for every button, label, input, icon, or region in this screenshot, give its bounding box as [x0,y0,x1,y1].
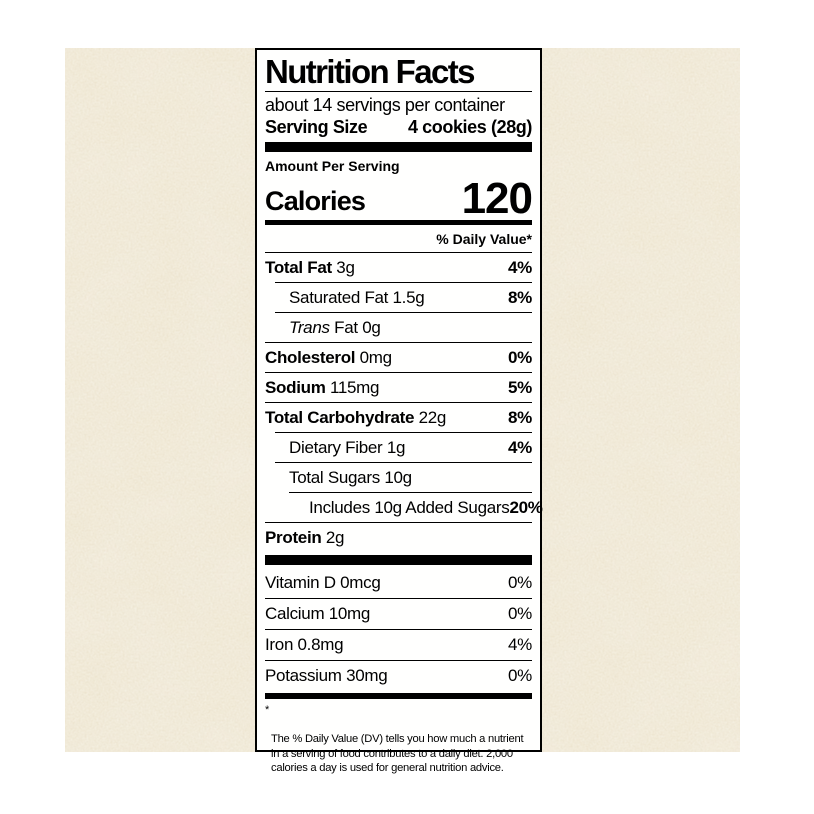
nutrient-name: Dietary Fiber 1g [289,437,406,457]
nutrient-row: Saturated Fat 1.5g 8% [265,283,532,312]
vitamin-name: Potassium 30mg [265,666,388,685]
separator-rule [265,342,532,343]
calories-row: Calories 120 [265,174,533,223]
vitamin-name: Vitamin D 0mcg [265,573,381,592]
divider-bar-small [265,693,532,699]
separator-rule [265,522,532,523]
nutrient-daily-value: 0% [508,347,532,367]
serving-size-label: Serving Size [265,117,368,137]
servings-per-container: about 14 servings per container [265,95,505,115]
vitamin-daily-value: 0% [508,666,532,685]
nutrient-row: Total Fat 3g 4% [265,253,532,282]
divider-bar-thick [265,142,532,152]
vitamin-rows: Vitamin D 0mcg 0% Calcium 10mg 0% Iron 0.8mg… [265,568,532,691]
nutrient-row: Total Carbohydrate 22g 8% [265,403,532,432]
vitamin-row: Iron 0.8mg 4% [265,630,532,660]
separator-rule [265,660,532,661]
calories-label: Calories [265,186,366,216]
separator-rule [265,372,532,373]
separator-rule [289,492,532,493]
nutrient-row: Protein 2g [265,523,532,552]
amount-per-serving-label: Amount Per Serving [265,158,400,174]
vitamin-row: Vitamin D 0mcg 0% [265,568,532,598]
nutrient-row: Total Sugars 10g [265,463,532,492]
divider-bar-medium [265,220,532,225]
vitamin-row: Potassium 30mg 0% [265,661,532,691]
footnote-text: The % Daily Value (DV) tells you how muc… [271,733,524,775]
nutrient-daily-value: 4% [508,257,532,277]
separator-rule [275,282,532,283]
separator-rule [275,312,532,313]
nutrient-name: Protein 2g [265,527,345,547]
nutrient-row: Trans Fat 0g [265,313,532,342]
nutrient-daily-value: 4% [508,437,532,457]
separator-rule [265,598,532,599]
daily-value-header: % Daily Value* [436,231,532,247]
nutrient-name: Sodium 115mg [265,377,380,397]
serving-size-value: 4 cookies (28g) [407,117,532,137]
vitamin-daily-value: 4% [508,635,532,654]
nutrient-name: Saturated Fat 1.5g [289,287,425,307]
separator-rule [265,252,532,253]
serving-size-row: Serving Size 4 cookies (28g) [265,116,532,139]
nutrient-daily-value: 20% [509,497,543,517]
nutrient-name: Total Sugars 10g [289,467,412,487]
vitamin-daily-value: 0% [508,604,532,623]
nutrient-row: Dietary Fiber 1g 4% [265,433,532,462]
footnote-asterisk: * [265,704,270,716]
nutrient-daily-value: 8% [508,407,532,427]
vitamin-name: Iron 0.8mg [265,635,344,654]
separator-rule [275,432,532,433]
footnote: * The % Daily Value (DV) tells you how m… [265,703,532,776]
vitamin-row: Calcium 10mg 0% [265,599,532,629]
nutrient-name: Includes 10g Added Sugars [309,497,510,517]
nutrient-name: Cholesterol 0mg [265,347,392,367]
calories-value: 120 [461,174,533,223]
nutrient-rows: Total Fat 3g 4% Saturated Fat 1.5g 8% Trans … [265,252,543,552]
nutrient-daily-value: 8% [508,287,532,307]
separator-rule [265,402,532,403]
vitamin-daily-value: 0% [508,573,532,592]
nutrient-row: Includes 10g Added Sugars 20% [265,493,543,522]
nutrient-name: Total Fat 3g [265,257,355,277]
label-title: Nutrition Facts [265,53,475,90]
nutrient-row: Cholesterol 0mg 0% [265,343,532,372]
nutrient-name: Total Carbohydrate 22g [265,407,447,427]
nutrient-daily-value: 5% [508,377,532,397]
nutrition-facts-label: Nutrition Facts about 14 servings per co… [255,48,543,774]
vitamin-name: Calcium 10mg [265,604,371,623]
nutrient-name: Trans Fat 0g [289,317,381,337]
nutrient-row: Sodium 115mg 5% [265,373,532,402]
title-rule [265,91,532,92]
divider-bar-thick [265,555,532,565]
separator-rule [265,629,532,630]
separator-rule [275,462,532,463]
